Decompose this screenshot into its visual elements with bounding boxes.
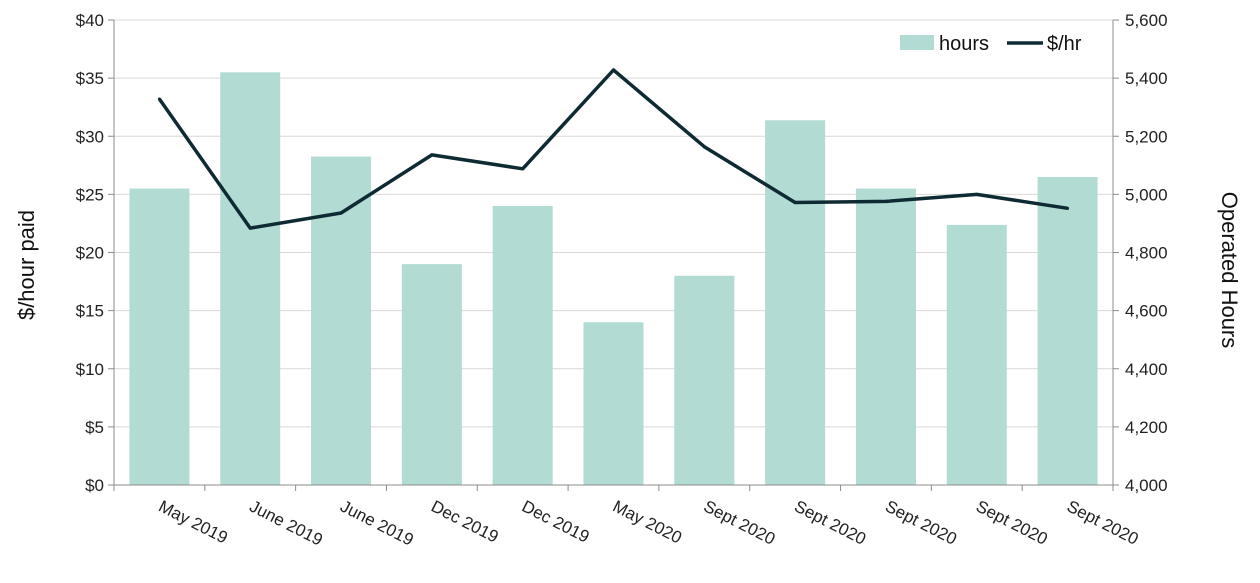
axes: [108, 19, 1119, 491]
rate-point: [339, 211, 343, 215]
x-tick-label: Sept 2020: [791, 497, 869, 549]
legend-rate-label: $/hr: [1047, 33, 1082, 55]
rate-point: [884, 199, 888, 203]
x-tick-label: June 2019: [337, 497, 416, 550]
x-tick-label: Sept 2020: [701, 497, 779, 549]
x-tick-label: Dec 2019: [519, 497, 592, 547]
bar-hours: [311, 156, 372, 485]
right-tick-label: 5,200: [1125, 127, 1168, 146]
bar-hours: [583, 322, 644, 485]
rate-line-path: [157, 68, 1068, 230]
legend: hours $/hr: [900, 33, 1082, 55]
bar-hours: [946, 224, 1007, 485]
left-tick-label: $5: [85, 418, 104, 437]
rate-point: [430, 153, 434, 157]
bar-hours: [492, 206, 553, 485]
left-tick-label: $25: [76, 185, 104, 204]
hours-bars: [129, 72, 1098, 485]
rate-line: [157, 68, 1070, 230]
x-tick-label: May 2020: [610, 497, 685, 548]
bar-hours: [765, 120, 826, 485]
x-tick-label: Sept 2020: [882, 497, 960, 549]
right-axis-ticks: 4,000 4,200 4,400 4,600 4,800 5,000 5,200 5,400…: [1125, 11, 1168, 495]
left-tick-label: $30: [76, 127, 104, 146]
left-tick-label: $40: [76, 11, 104, 30]
bar-hours: [129, 188, 190, 485]
left-axis-title: $/hour paid: [14, 210, 39, 320]
right-tick-label: 4,600: [1125, 302, 1168, 321]
rate-point: [157, 97, 161, 101]
left-tick-label: $20: [76, 244, 104, 263]
legend-hours-swatch: [900, 35, 934, 50]
rate-point: [1066, 206, 1070, 210]
right-tick-label: 5,400: [1125, 69, 1168, 88]
bar-hours: [674, 275, 735, 485]
left-tick-label: $0: [85, 476, 104, 495]
x-tick-label: Sept 2020: [1064, 497, 1142, 549]
right-axis-title: Operated Hours: [1217, 192, 1242, 349]
rate-point: [975, 192, 979, 196]
right-tick-label: 4,800: [1125, 244, 1168, 263]
rate-point: [521, 167, 525, 171]
bar-hours: [1037, 176, 1098, 485]
x-tick-label: Dec 2019: [428, 497, 501, 547]
rate-point: [248, 226, 252, 230]
right-tick-label: 5,000: [1125, 185, 1168, 204]
left-tick-label: $35: [76, 69, 104, 88]
x-tick-label: June 2019: [246, 497, 325, 550]
left-tick-label: $10: [76, 360, 104, 379]
rate-point: [793, 201, 797, 205]
bar-hours: [401, 264, 462, 485]
bar-hours: [220, 72, 281, 485]
left-tick-label: $15: [76, 302, 104, 321]
rate-point: [702, 145, 706, 149]
x-tick-label: Sept 2020: [973, 497, 1051, 549]
legend-hours-label: hours: [939, 33, 989, 55]
rate-point: [612, 68, 615, 72]
right-tick-label: 4,400: [1125, 360, 1168, 379]
right-tick-label: 4,200: [1125, 418, 1168, 437]
right-tick-label: 5,600: [1125, 11, 1168, 30]
right-tick-label: 4,000: [1125, 476, 1168, 495]
category-axis-ticks: May 2019 June 2019 June 2019 Dec 2019 Dec 20…: [156, 497, 1142, 550]
x-tick-label: May 2019: [156, 497, 231, 548]
bar-hours: [855, 188, 916, 485]
gridlines: [114, 19, 1113, 428]
left-axis-ticks: $0 $5 $10 $15 $20 $25 $30 $35 $40: [76, 11, 104, 495]
